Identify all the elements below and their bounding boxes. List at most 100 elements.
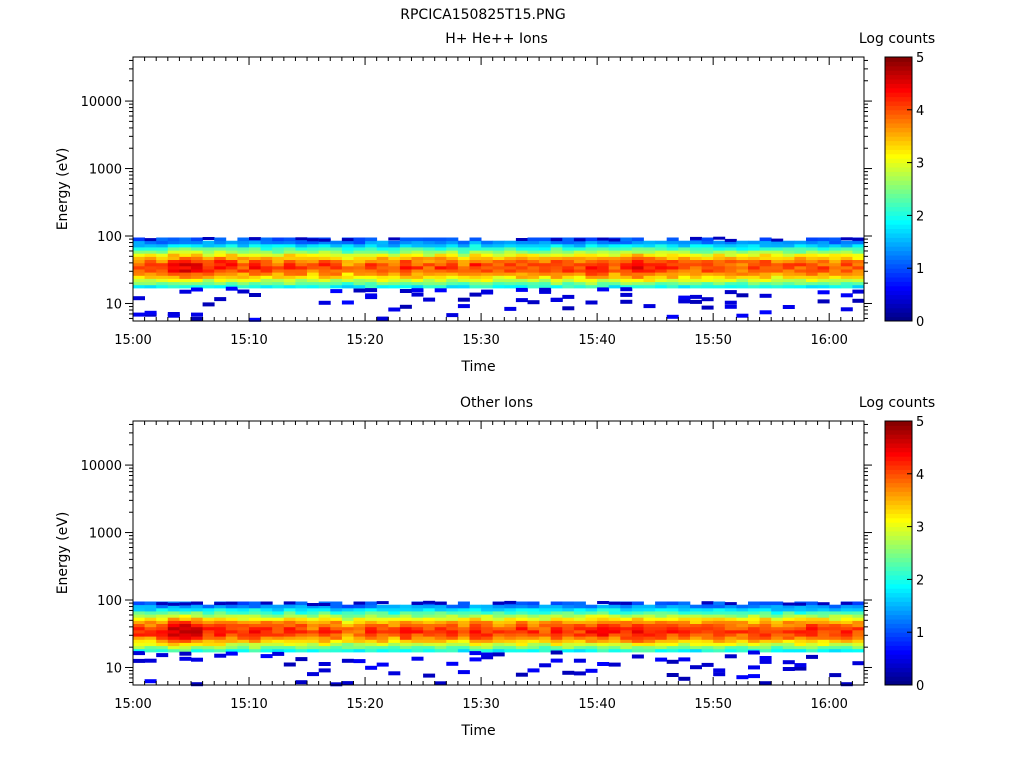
heatmap-cell — [504, 636, 517, 640]
heatmap-cell — [237, 253, 250, 257]
heatmap-cell — [724, 648, 737, 653]
colorbar-step — [885, 583, 912, 589]
heatmap-cell — [748, 650, 760, 655]
heatmap-cell — [423, 629, 436, 634]
heatmap-cell — [620, 269, 633, 273]
heatmap-cell — [748, 626, 760, 631]
heatmap-cell — [295, 284, 308, 289]
heatmap-cell — [225, 281, 238, 286]
heatmap-cell — [829, 636, 842, 640]
heatmap-cell — [283, 237, 296, 242]
heatmap-cell — [341, 633, 354, 637]
heatmap-cell — [446, 626, 459, 631]
heatmap-cell — [573, 256, 586, 260]
heatmap-cell — [515, 253, 528, 257]
heatmap-cell — [457, 240, 470, 245]
heatmap-cell — [620, 648, 633, 653]
heatmap-cell — [399, 623, 412, 628]
heatmap-cell — [713, 648, 726, 653]
heatmap-cell — [202, 269, 215, 273]
heatmap-cell — [550, 650, 563, 655]
heatmap-cell — [759, 284, 772, 289]
heatmap-cell — [481, 607, 494, 612]
heatmap-cell — [272, 648, 285, 653]
heatmap-cell — [573, 633, 586, 637]
heatmap-cell — [446, 275, 459, 279]
heatmap-cell — [771, 238, 784, 242]
heatmap-cell — [829, 645, 842, 650]
heatmap-cell — [608, 639, 621, 643]
heatmap-cell — [597, 256, 610, 260]
heatmap-cell — [202, 629, 215, 634]
heatmap-cell — [573, 636, 586, 640]
heatmap-cell — [631, 262, 644, 267]
heatmap-cell — [318, 284, 331, 289]
heatmap-cell — [411, 623, 424, 628]
heatmap-cell — [666, 611, 679, 615]
heatmap-cell — [852, 269, 865, 273]
heatmap-cell — [457, 275, 470, 279]
heatmap-cell — [550, 633, 563, 637]
heatmap-cell — [655, 265, 668, 270]
heatmap-cell — [562, 237, 575, 242]
colorbar-step — [885, 184, 912, 190]
heatmap-cell — [167, 265, 180, 270]
heatmap-cell — [806, 601, 818, 606]
heatmap-cell — [214, 243, 227, 248]
heatmap-cell — [376, 617, 389, 621]
heatmap-cell — [817, 290, 830, 295]
colorbar-step — [885, 473, 912, 479]
heatmap-cell — [701, 611, 714, 615]
heatmap-cell — [515, 262, 528, 267]
heatmap-cell — [423, 278, 436, 283]
heatmap-cell — [237, 648, 250, 653]
heatmap-cell — [736, 262, 749, 267]
heatmap-cell — [133, 243, 145, 248]
heatmap-cell — [144, 623, 157, 628]
heatmap-cell — [515, 298, 528, 303]
heatmap-cell — [469, 240, 482, 245]
colorbar-step — [885, 277, 912, 282]
heatmap-cell — [283, 607, 296, 612]
heatmap-cell — [353, 611, 366, 615]
heatmap-cell — [167, 240, 180, 245]
x-tick-label: 16:00 — [810, 697, 847, 712]
colorbar-step — [885, 268, 912, 274]
heatmap-cell — [202, 259, 215, 264]
heatmap-cell — [539, 645, 552, 650]
heatmap-cell — [469, 604, 482, 609]
heatmap-cell — [666, 645, 679, 650]
heatmap-cell — [249, 281, 261, 286]
heatmap-cell — [365, 272, 378, 276]
heatmap-cell — [806, 259, 818, 264]
heatmap-cell — [782, 250, 795, 254]
heatmap-cell — [713, 243, 726, 248]
heatmap-cell — [806, 626, 818, 631]
heatmap-cell — [550, 269, 563, 273]
heatmap-cell — [167, 247, 180, 251]
heatmap-cell — [817, 602, 830, 606]
heatmap-cell — [249, 247, 261, 251]
heatmap-cell — [492, 642, 505, 647]
heatmap-cell — [225, 284, 238, 289]
heatmap-cell — [469, 629, 482, 634]
heatmap-cell — [434, 243, 447, 248]
heatmap-cell — [492, 284, 505, 289]
heatmap-cell — [782, 636, 795, 640]
heatmap-cell — [272, 642, 285, 647]
heatmap-cell — [434, 259, 447, 264]
heatmap-cell — [794, 617, 807, 621]
heatmap-cell — [782, 642, 795, 647]
heatmap-cell — [179, 250, 192, 254]
figure-title: RPCICA150825T15.PNG — [400, 7, 565, 23]
heatmap-cell — [365, 601, 378, 606]
colorbar-step — [885, 211, 912, 216]
heatmap-cell — [771, 617, 784, 621]
heatmap-cell — [156, 633, 169, 637]
heatmap-cell — [179, 645, 192, 650]
heatmap-cell — [550, 629, 563, 634]
heatmap-cell — [782, 247, 795, 251]
heatmap-cell — [597, 240, 610, 245]
heatmap-cell — [295, 256, 308, 260]
heatmap-cell — [515, 278, 528, 283]
